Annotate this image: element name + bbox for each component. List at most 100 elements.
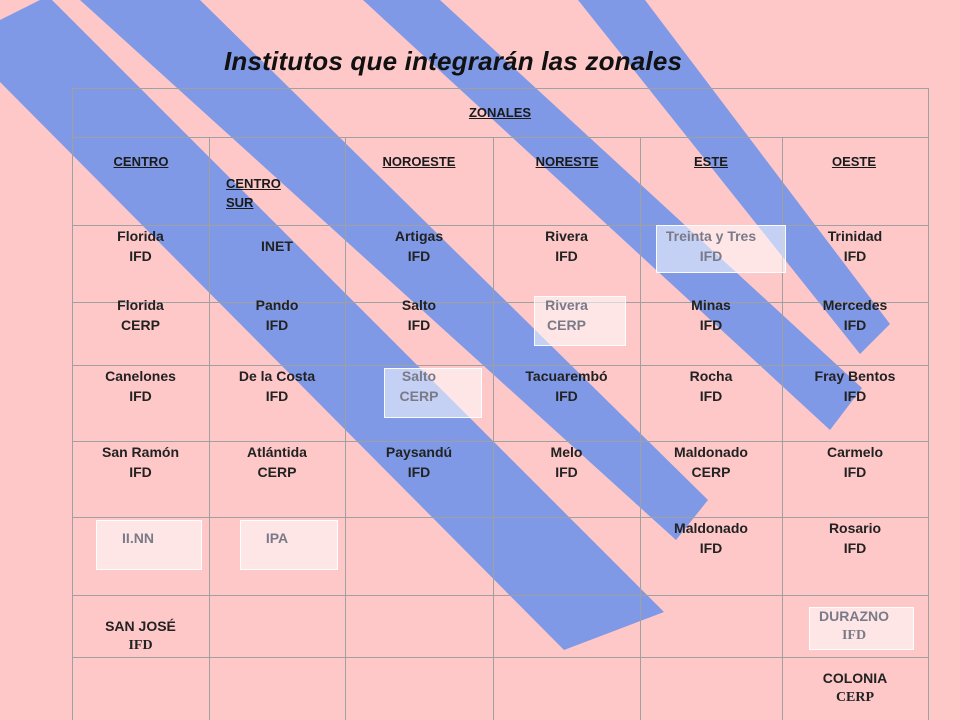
- cell-line: Carmelo: [826, 444, 884, 460]
- cell-line: Rocha: [689, 368, 733, 384]
- cell-line: IFD: [843, 248, 867, 264]
- cell-san-jose-ifd: SAN JOSÉ IFD: [72, 616, 209, 656]
- header-zonales: ZONALES: [468, 105, 532, 120]
- cell-line: Pando: [255, 297, 299, 313]
- cell-line: IFD: [843, 464, 867, 480]
- cell-line: IFD: [841, 628, 867, 643]
- cell-line: Florida: [117, 297, 164, 313]
- cell-line: IFD: [843, 317, 867, 333]
- cell-line: CERP: [257, 464, 297, 480]
- cell-maldonado-ifd: Maldonado IFD: [640, 518, 782, 558]
- cell-line: Florida: [117, 228, 164, 244]
- cell-artigas-ifd: Artigas IFD: [345, 226, 493, 266]
- cell-line: IFD: [129, 248, 152, 264]
- header-centro: CENTRO: [113, 154, 169, 169]
- cell-ipa: IPA: [240, 528, 314, 548]
- cell-atlantida-cerp: Atlántida CERP: [209, 442, 345, 482]
- cell-trinidad-ifd: Trinidad IFD: [782, 226, 928, 266]
- cell-line: CERP: [691, 464, 731, 480]
- cell-line: IFD: [699, 540, 723, 556]
- stripe-1: [0, 0, 664, 650]
- highlight-box-rivera-cerp: [534, 296, 626, 346]
- cell-line: IFD: [407, 248, 431, 264]
- cell-colonia-cerp: COLONIA CERP: [782, 668, 928, 708]
- cell-treinta-y-tres-ifd: Treinta y Tres IFD: [640, 226, 782, 266]
- highlight-box-ipa: [240, 520, 338, 570]
- stripe-2: [80, 0, 708, 540]
- cell-line: COLONIA: [822, 670, 888, 686]
- cell-line: IFD: [555, 388, 578, 404]
- cell-line: Fray Bentos: [814, 368, 896, 384]
- cell-canelones-ifd: Canelones IFD: [72, 366, 209, 406]
- cell-line: IFD: [699, 248, 723, 264]
- cell-line: IFD: [699, 388, 723, 404]
- highlight-box-salto-cerp: [384, 368, 482, 418]
- cell-florida-ifd: Florida IFD: [72, 226, 209, 266]
- cell-line: IFD: [843, 388, 867, 404]
- cell-rivera-ifd: Rivera IFD: [493, 226, 640, 266]
- cell-line: Canelones: [105, 368, 176, 384]
- cell-rivera-cerp: Rivera CERP: [493, 295, 640, 335]
- cell-fray-bentos-ifd: Fray Bentos IFD: [782, 366, 928, 406]
- highlight-box-treinta: [656, 225, 786, 273]
- cell-line: Rivera: [545, 297, 588, 313]
- cell-line: Salto: [401, 297, 437, 313]
- header-noreste: NORESTE: [535, 154, 599, 169]
- page-title: Institutos que integrarán las zonales: [224, 46, 683, 76]
- cell-line: De la Costa: [238, 368, 316, 384]
- header-oeste: OESTE: [831, 154, 877, 169]
- cell-line: IFD: [128, 638, 153, 653]
- cell-inet: INET: [209, 236, 345, 256]
- cell-maldonado-cerp: Maldonado CERP: [640, 442, 782, 482]
- cell-line: IFD: [407, 464, 431, 480]
- header-este: ESTE: [694, 154, 728, 169]
- cell-line: Tacuarembó: [525, 368, 608, 384]
- cell-line: Rosario: [828, 520, 882, 536]
- cell-line: INET: [261, 238, 293, 254]
- highlight-box-durazno: [809, 607, 914, 650]
- cell-salto-cerp: Salto CERP: [345, 366, 493, 406]
- cell-line: Paysandú: [385, 444, 453, 460]
- cell-line: IFD: [265, 388, 289, 404]
- cell-line: IFD: [843, 540, 867, 556]
- highlight-box-iinn: [96, 520, 202, 570]
- cell-pando-ifd: Pando IFD: [209, 295, 345, 335]
- cell-line: Melo: [550, 444, 583, 460]
- cell-line: IPA: [265, 530, 289, 546]
- cell-line: Maldonado: [674, 520, 748, 536]
- cell-line: Mercedes: [822, 297, 888, 313]
- cell-line: Trinidad: [827, 228, 883, 244]
- cell-florida-cerp: Florida CERP: [72, 295, 209, 335]
- cell-iinn: II.NN: [96, 528, 180, 548]
- cell-salto-ifd: Salto IFD: [345, 295, 493, 335]
- cell-line: IFD: [555, 248, 578, 264]
- cell-line: CERP: [399, 388, 439, 404]
- cell-line: Minas: [691, 297, 731, 313]
- cell-melo-ifd: Melo IFD: [493, 442, 640, 482]
- cell-line: IFD: [265, 317, 289, 333]
- cell-rosario-ifd: Rosario IFD: [782, 518, 928, 558]
- cell-line: DURAZNO: [819, 608, 889, 624]
- cell-san-ramon-ifd: San Ramón IFD: [72, 442, 209, 482]
- cell-line: SAN JOSÉ: [105, 618, 176, 634]
- cell-line: Rivera: [545, 228, 588, 244]
- cell-paysandu-ifd: Paysandú IFD: [345, 442, 493, 482]
- cell-line: San Ramón: [101, 444, 179, 460]
- cell-line: CERP: [547, 317, 586, 333]
- cell-de-la-costa-ifd: De la Costa IFD: [209, 366, 345, 406]
- cell-line: IFD: [129, 388, 152, 404]
- cell-line: Artigas: [394, 228, 444, 244]
- cell-line: Atlántida: [247, 444, 307, 460]
- cell-carmelo-ifd: Carmelo IFD: [782, 442, 928, 482]
- stripe-3: [363, 0, 862, 430]
- cell-tacuarembo-ifd: Tacuarembó IFD: [493, 366, 640, 406]
- header-centro-sur-line2: SUR: [226, 195, 254, 210]
- cell-mercedes-ifd: Mercedes IFD: [782, 295, 928, 335]
- cell-durazno-ifd: DURAZNO IFD: [800, 606, 908, 646]
- cell-line: Salto: [401, 368, 437, 384]
- header-centro-sur: CENTRO SUR: [226, 174, 281, 212]
- cell-line: CERP: [835, 690, 875, 705]
- cell-line: IFD: [555, 464, 578, 480]
